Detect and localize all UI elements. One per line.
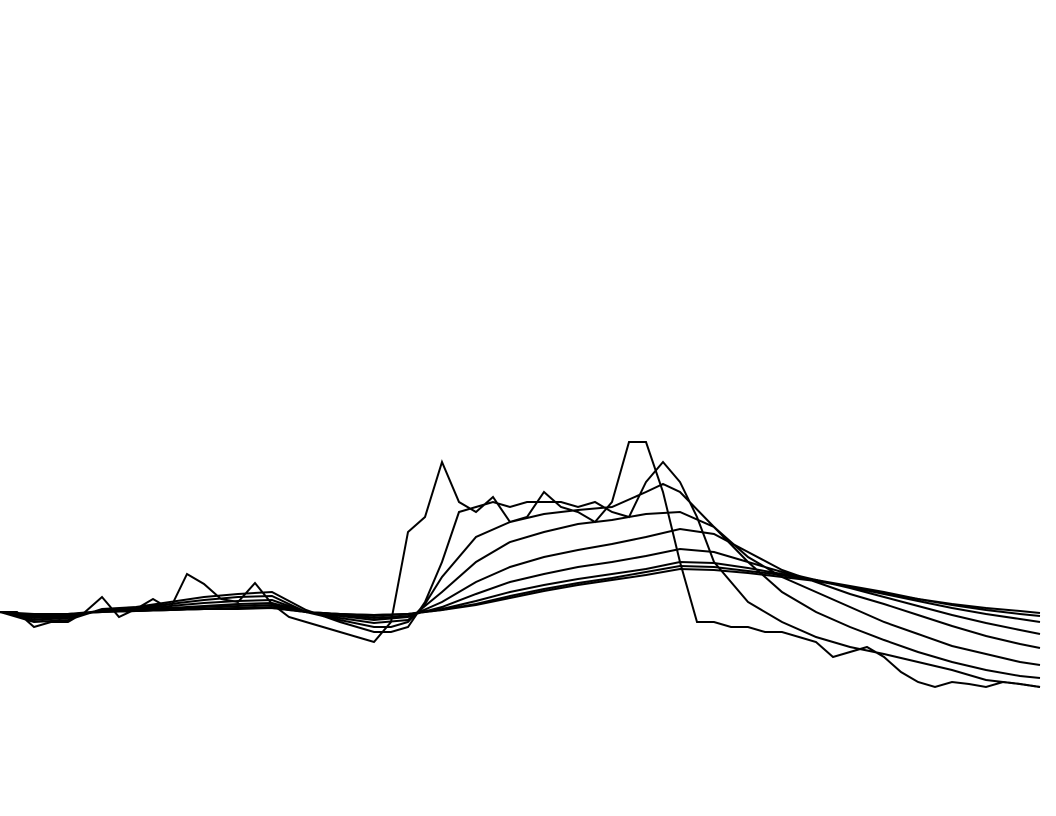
series-line-4	[0, 510, 1041, 666]
series-line-2	[0, 460, 1041, 688]
series-line-6	[0, 547, 1041, 635]
series-line-9	[0, 567, 1041, 617]
series-line-3	[0, 482, 1041, 679]
series-line-5	[0, 527, 1041, 649]
